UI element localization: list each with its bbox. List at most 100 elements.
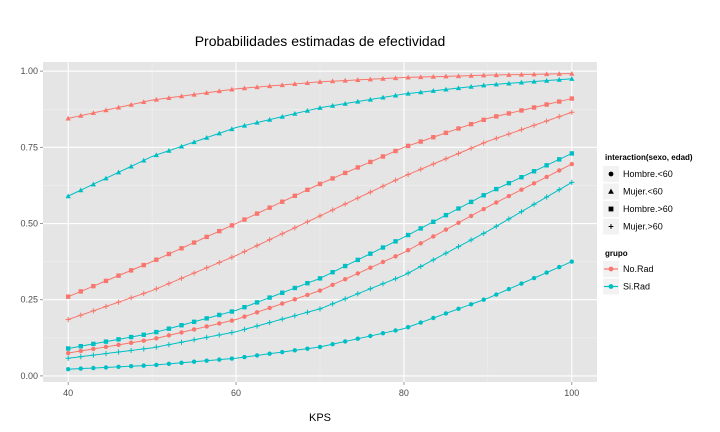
series-Si.Rad-triangle [65, 76, 575, 199]
point-plus [115, 299, 122, 305]
point-plus [418, 166, 424, 172]
point-square [519, 175, 524, 180]
point-plus [544, 194, 550, 200]
x-tick-label: 100 [564, 388, 579, 398]
point-plus [506, 131, 512, 137]
point-triangle [191, 91, 197, 97]
point-circle [544, 174, 549, 180]
point-circle [154, 362, 159, 368]
point-plus [65, 316, 71, 323]
point-circle [380, 331, 386, 336]
point-square [292, 193, 298, 198]
point-circle [242, 354, 247, 360]
point-circle [254, 353, 260, 358]
point-circle [217, 357, 222, 362]
point-square [78, 343, 83, 349]
point-plus [254, 243, 260, 249]
point-triangle [241, 85, 248, 91]
point-circle [468, 302, 474, 307]
legend-shape-item: Mujer.<60 [603, 183, 663, 200]
point-triangle [128, 163, 134, 169]
point-circle [191, 327, 197, 332]
point-square [128, 268, 134, 273]
point-triangle [304, 108, 311, 113]
point-plus [569, 179, 575, 185]
point-plus [430, 257, 436, 263]
point-circle [267, 305, 272, 311]
point-square [355, 257, 360, 263]
point-square [368, 251, 373, 256]
point-plus [367, 286, 373, 292]
point-plus [153, 286, 159, 292]
point-plus [608, 224, 614, 229]
series-layer [65, 70, 575, 372]
point-plus [317, 306, 323, 312]
point-plus [279, 316, 285, 322]
point-triangle [355, 77, 361, 83]
point-circle [204, 324, 209, 329]
point-triangle [543, 71, 550, 77]
legend-color-item: Si.Rad [603, 278, 650, 295]
point-square [557, 99, 562, 104]
point-circle [330, 342, 335, 347]
point-plus [292, 313, 298, 319]
point-circle [103, 344, 109, 350]
point-circle [166, 361, 172, 367]
point-plus [166, 342, 172, 348]
point-plus [418, 263, 424, 270]
point-plus [481, 140, 487, 146]
point-triangle [279, 113, 285, 119]
point-plus [468, 145, 474, 151]
point-circle [305, 346, 310, 351]
point-plus [254, 323, 260, 329]
y-tick-label: 0.00 [20, 371, 38, 381]
point-triangle [443, 86, 449, 92]
point-circle [506, 286, 512, 292]
point-plus [518, 209, 525, 215]
point-triangle [481, 72, 487, 78]
point-square [405, 232, 411, 238]
point-triangle [266, 83, 273, 89]
point-plus [78, 312, 84, 318]
point-plus [317, 213, 323, 219]
point-triangle [455, 73, 462, 79]
x-tick-label: 40 [63, 388, 73, 398]
point-triangle [90, 110, 97, 116]
point-triangle [178, 93, 185, 99]
legend-color-label: No.Rad [623, 264, 654, 274]
point-square [91, 341, 96, 347]
point-square [280, 290, 285, 295]
point-circle [418, 241, 423, 246]
legend-point [608, 284, 614, 289]
point-triangle [279, 82, 285, 88]
point-square [531, 169, 537, 174]
point-plus [443, 250, 449, 256]
point-square [494, 114, 499, 119]
point-square [128, 334, 134, 340]
series-No.Rad-square [65, 96, 575, 299]
legend-shape-item: Mujer.>60 [603, 218, 663, 235]
legend-shape-label: Hombre.<60 [623, 169, 673, 179]
point-triangle [329, 78, 336, 84]
point-triangle [468, 72, 474, 78]
point-plus [392, 276, 399, 282]
point-plus [267, 319, 273, 326]
point-square [242, 217, 247, 222]
point-triangle [355, 98, 361, 104]
point-plus [455, 244, 462, 250]
point-circle [431, 315, 436, 321]
point-triangle [418, 74, 424, 80]
point-square [179, 246, 184, 251]
point-triangle [468, 84, 474, 89]
point-circle [305, 292, 310, 298]
point-circle [229, 356, 235, 361]
point-circle [481, 297, 486, 302]
point-square [204, 234, 209, 240]
point-plus [204, 265, 210, 271]
point-circle [317, 344, 323, 350]
point-square [544, 163, 549, 168]
legend-color-label: Si.Rad [623, 282, 650, 292]
point-circle [468, 213, 474, 219]
point-square [191, 319, 197, 325]
